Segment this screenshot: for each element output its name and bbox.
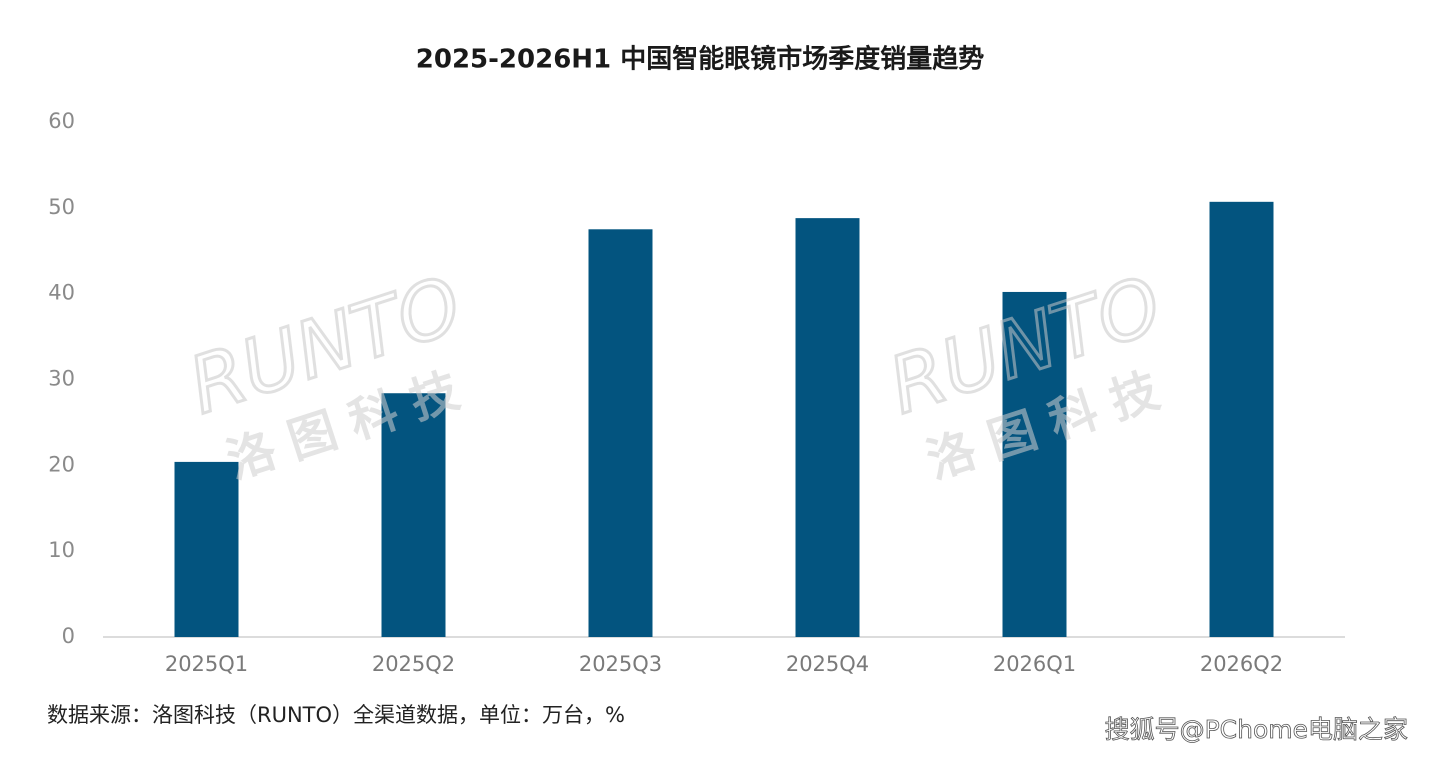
x-tick-label: 2025Q1 (165, 652, 248, 676)
y-tick-label: 60 (48, 109, 75, 133)
y-tick-label: 30 (48, 367, 75, 391)
source-note: 数据来源：洛图科技（RUNTO）全渠道数据，单位：万台，% (47, 703, 625, 727)
y-tick-label: 50 (48, 195, 75, 219)
bar (795, 218, 860, 637)
x-tick-label: 2026Q1 (993, 652, 1076, 676)
y-tick-label: 10 (48, 538, 75, 562)
bar (1209, 201, 1274, 637)
x-tick-label: 2025Q2 (372, 652, 455, 676)
y-tick-label: 0 (62, 624, 75, 648)
x-tick-label: 2025Q3 (579, 652, 662, 676)
x-tick-label: 2026Q2 (1200, 652, 1283, 676)
y-tick-label: 20 (48, 452, 75, 476)
x-tick-label: 2025Q4 (786, 652, 869, 676)
y-tick-label: 40 (48, 281, 75, 305)
bar (1002, 291, 1067, 637)
bar (381, 393, 446, 637)
chart-title: 2025-2026H1 中国智能眼镜市场季度销量趋势 (416, 44, 984, 75)
credit: 搜狐号@PChome电脑之家 (1105, 715, 1408, 744)
bar (588, 229, 653, 637)
bar (174, 461, 239, 637)
